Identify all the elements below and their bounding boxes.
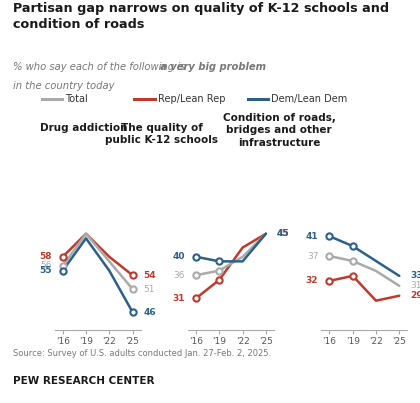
Text: 56: 56: [40, 262, 52, 270]
Text: a very big problem: a very big problem: [160, 62, 266, 73]
Text: Dem/Lean Dem: Dem/Lean Dem: [271, 94, 347, 104]
Text: Partisan gap narrows on quality of K-12 schools and
condition of roads: Partisan gap narrows on quality of K-12 …: [13, 2, 389, 31]
Text: 31: 31: [173, 294, 185, 303]
Text: 36: 36: [173, 271, 185, 280]
Text: 41: 41: [306, 232, 318, 241]
Text: 45: 45: [277, 229, 289, 238]
Text: 55: 55: [39, 266, 52, 275]
Text: in the country today: in the country today: [13, 81, 114, 91]
Text: 32: 32: [306, 276, 318, 285]
Text: Condition of roads,
bridges and other
infrastructure: Condition of roads, bridges and other in…: [223, 113, 336, 147]
Text: 31: 31: [410, 281, 420, 290]
Text: Total: Total: [65, 94, 88, 104]
Text: 46: 46: [144, 307, 156, 316]
Text: 40: 40: [173, 252, 185, 261]
Text: Source: Survey of U.S. adults conducted Jan. 27-Feb. 2, 2025.: Source: Survey of U.S. adults conducted …: [13, 349, 271, 357]
Text: 37: 37: [307, 251, 318, 261]
Text: % who say each of the following is: % who say each of the following is: [13, 62, 188, 73]
Text: 29: 29: [410, 291, 420, 300]
Text: Rep/Lean Rep: Rep/Lean Rep: [158, 94, 225, 104]
Text: 33: 33: [410, 271, 420, 280]
Text: 54: 54: [144, 271, 156, 280]
Text: The quality of
public K-12 schools: The quality of public K-12 schools: [105, 123, 218, 145]
Text: 58: 58: [39, 252, 52, 261]
Text: PEW RESEARCH CENTER: PEW RESEARCH CENTER: [13, 376, 154, 386]
Text: 51: 51: [144, 285, 155, 293]
Text: Drug addiction: Drug addiction: [40, 123, 127, 133]
Text: 45: 45: [277, 229, 290, 238]
Text: 45: 45: [277, 229, 290, 238]
